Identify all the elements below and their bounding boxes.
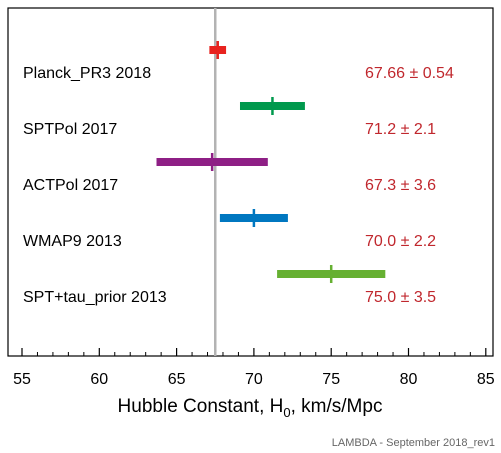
x-tick-label: 70 — [245, 371, 263, 388]
experiment-label: Planck_PR3 2018 — [23, 65, 151, 82]
measurement-value-label: 67.3 ± 3.6 — [365, 177, 436, 194]
x-tick-label: 65 — [168, 371, 186, 388]
x-axis-ticks: 55 60 65 70 75 80 85 — [13, 348, 495, 388]
x-tick-label: 60 — [90, 371, 108, 388]
x-tick-label: 80 — [400, 371, 418, 388]
experiment-label: SPT+tau_prior 2013 — [23, 289, 167, 306]
credit-footer: LAMBDA - September 2018_rev1 — [331, 437, 495, 449]
x-tick-label: 85 — [477, 371, 495, 388]
x-tick-label: 55 — [13, 371, 31, 388]
x-tick-label: 75 — [322, 371, 340, 388]
error-bars — [156, 41, 386, 283]
plot-frame — [7, 7, 494, 357]
x-axis-title: Hubble Constant, H0, km/s/Mpc — [118, 396, 383, 420]
measurement-value-label: 67.66 ± 0.54 — [365, 65, 454, 82]
measurement-value-label: 70.0 ± 2.2 — [365, 233, 436, 250]
experiment-labels: Planck_PR3 2018 SPTPol 2017 ACTPol 2017 WMA… — [23, 65, 167, 306]
experiment-label: WMAP9 2013 — [23, 233, 122, 250]
experiment-label: ACTPol 2017 — [23, 177, 118, 194]
value-labels: 67.66 ± 0.54 71.2 ± 2.1 67.3 ± 3.6 70.0 ± 2… — [365, 65, 454, 306]
measurement-value-label: 75.0 ± 3.5 — [365, 289, 436, 306]
measurement-value-label: 71.2 ± 2.1 — [365, 121, 436, 138]
experiment-label: SPTPol 2017 — [23, 121, 117, 138]
